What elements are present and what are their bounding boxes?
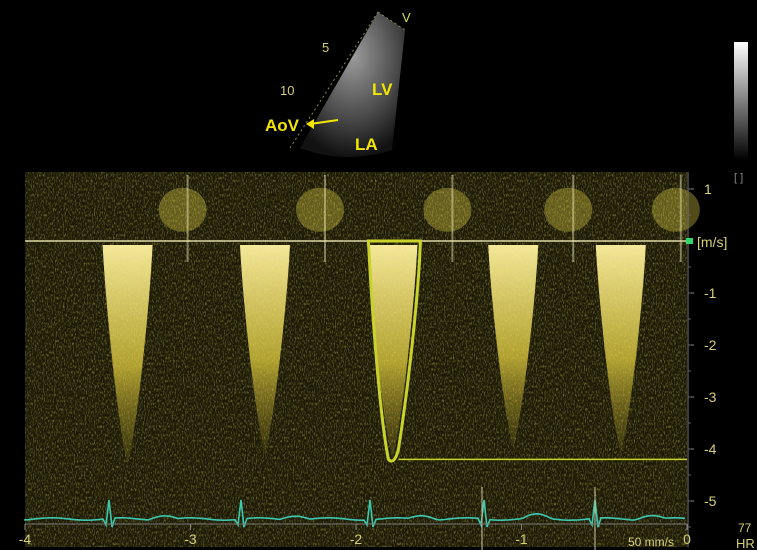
depth-mark: 10	[280, 83, 294, 98]
ecg-trace	[24, 499, 686, 528]
flow-jet	[102, 245, 153, 465]
velocity-unit: [m/s]	[697, 234, 727, 250]
time-axis: -4 -3 -2 -1 0	[19, 523, 691, 547]
velocity-axis: 1 -1 -2 -3 -4 -5	[687, 172, 717, 547]
grayscale-bracket: [ ]	[734, 172, 743, 184]
depth-mark: 5	[322, 40, 329, 55]
flow-jet	[367, 245, 418, 460]
heart-rate-value: 77	[738, 521, 752, 535]
echo-sector-edge	[289, 11, 379, 149]
echo-inset: 5 10 V LV AoV LA	[265, 10, 411, 158]
velocity-tick-label: -2	[704, 337, 717, 353]
echo-sector-edge	[377, 11, 406, 31]
velocity-tick-label: -1	[704, 285, 717, 301]
flow-jet	[239, 245, 290, 455]
label-aov: AoV	[265, 116, 300, 135]
diastolic-flow	[651, 187, 700, 232]
doppler-spectrum	[25, 172, 700, 547]
time-tick-label: -4	[19, 531, 32, 547]
label-la: LA	[355, 135, 378, 154]
aov-arrowhead	[306, 119, 314, 129]
velocity-tick-label: 1	[704, 181, 712, 197]
grayscale-bar	[734, 42, 748, 160]
sector-marker: V	[402, 10, 411, 25]
diastolic-flow	[158, 187, 207, 232]
baseline-marker	[686, 238, 693, 244]
time-tick-label: 0	[683, 531, 691, 547]
diastolic-flow	[423, 187, 472, 232]
velocity-tick-label: -3	[704, 389, 717, 405]
velocity-tick-label: -4	[704, 441, 717, 457]
sweep-speed: 50 mm/s	[628, 535, 674, 549]
time-tick-label: -1	[515, 531, 528, 547]
time-tick-label: -2	[350, 531, 363, 547]
diastolic-flow	[295, 187, 344, 232]
flow-jet	[488, 245, 539, 449]
time-tick-label: -3	[184, 531, 197, 547]
jet-group	[102, 175, 700, 465]
heart-rate-label: HR	[736, 536, 755, 550]
velocity-trace	[366, 239, 422, 463]
aov-arrow	[309, 119, 339, 125]
diastolic-flow	[544, 187, 593, 232]
label-lv: LV	[372, 80, 393, 99]
flow-jet	[595, 245, 646, 455]
velocity-tick-label: -5	[704, 493, 717, 509]
